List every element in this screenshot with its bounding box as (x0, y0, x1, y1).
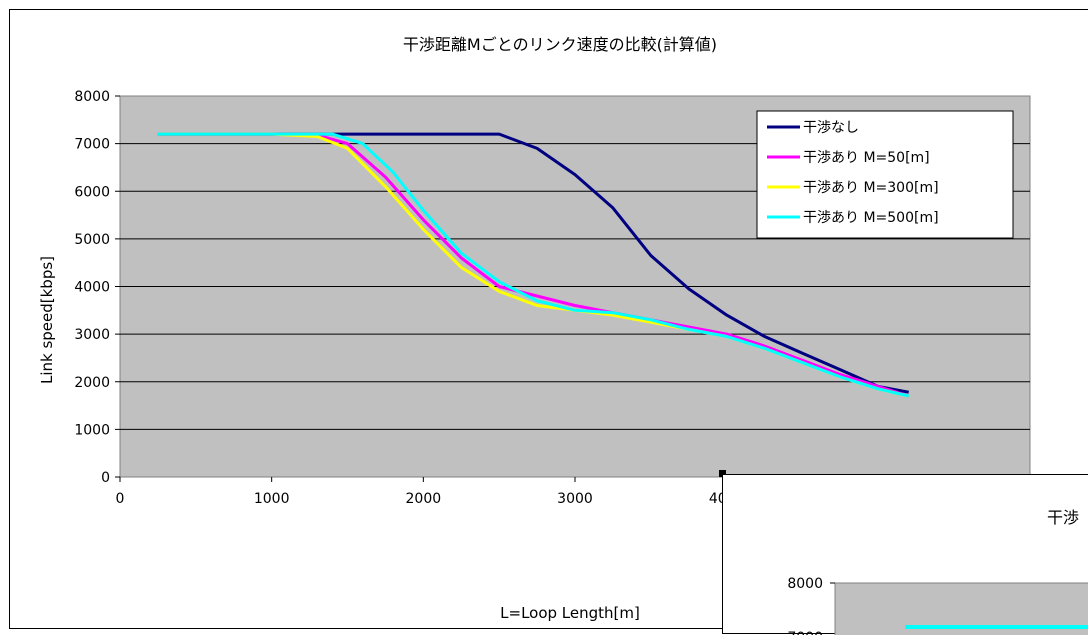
y-tick-label: 2000 (74, 375, 110, 391)
chart-area: 干渉距離Mごとのリンク速度の比較(計算値) 0 1000 2000 3000 4000 5… (9, 9, 1088, 629)
y-axis-ticks: 0 1000 2000 3000 4000 5000 6000 7000 8000 (74, 89, 120, 486)
y-tick-label: 0 (101, 470, 110, 486)
x-tick-label: 3000 (557, 491, 593, 507)
y-tick-label: 8000 (74, 89, 110, 105)
y-tick-label: 6000 (74, 184, 110, 200)
series-lines (157, 132, 910, 398)
main-chart-svg: 干渉距離Mごとのリンク速度の比較(計算値) 0 1000 2000 3000 4000 5… (38, 35, 1031, 622)
series-line-3 (157, 132, 910, 398)
second-y-tick-label: 8000 (787, 576, 823, 592)
legend-label: 干渉あり M=500[m] (803, 210, 939, 226)
y-tick-label: 3000 (74, 327, 110, 343)
y-tick-label: 4000 (74, 280, 110, 296)
legend-label: 干渉なし (803, 120, 859, 136)
y-axis-label: Link speed[kbps] (38, 256, 56, 384)
second-chart-area: 干渉 7000 8000 (722, 474, 1088, 635)
second-chart-title: 干渉 (1047, 508, 1079, 527)
legend-label: 干渉あり M=300[m] (803, 180, 939, 196)
x-tick-label: 0 (116, 491, 125, 507)
legend-label: 干渉あり M=50[m] (803, 150, 930, 166)
second-y-axis-ticks: 7000 8000 (787, 576, 835, 635)
x-axis-label: L=Loop Length[m] (500, 604, 640, 622)
y-tick-label: 1000 (74, 422, 110, 438)
chart-selection-handle[interactable] (719, 470, 726, 477)
x-tick-label: 2000 (406, 491, 442, 507)
second-chart-svg: 干渉 7000 8000 (787, 508, 1088, 635)
x-tick-label: 1000 (254, 491, 290, 507)
grid-lines (120, 143, 1030, 430)
y-tick-label: 7000 (74, 137, 110, 153)
second-y-tick-label: 7000 (787, 630, 823, 635)
chart-title: 干渉距離Mごとのリンク速度の比較(計算値) (403, 35, 717, 54)
series-line-1 (157, 132, 910, 398)
y-tick-label: 5000 (74, 232, 110, 248)
